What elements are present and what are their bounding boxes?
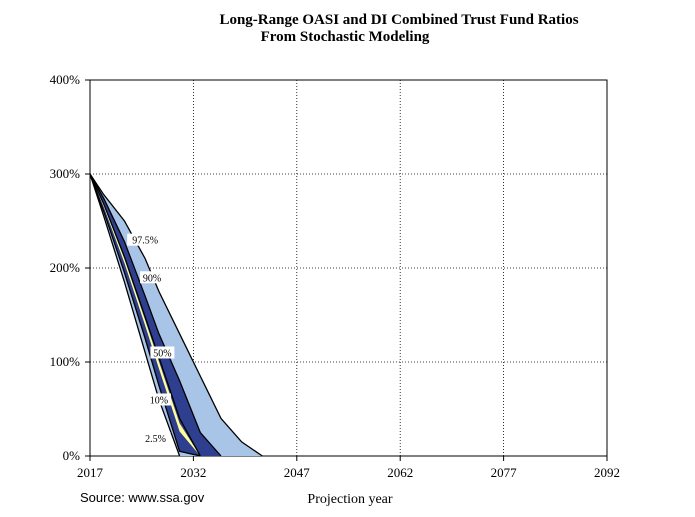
x-tick-label: 2017 (77, 465, 104, 480)
y-tick-label: 400% (50, 72, 81, 87)
source-note: Source: www.ssa.gov (80, 490, 205, 505)
x-tick-label: 2047 (284, 465, 311, 480)
band-50-90 (90, 174, 221, 456)
series-line-97.5% (89, 173, 263, 457)
x-tick-label: 2092 (594, 465, 620, 480)
x-tick-label: 2062 (387, 465, 413, 480)
y-tick-label: 300% (50, 166, 81, 181)
series-line-50% (89, 173, 201, 457)
y-tick-label: 0% (63, 448, 81, 463)
y-tick-label: 200% (50, 260, 81, 275)
percentile-label: 10% (150, 395, 168, 406)
chart-subtitle: From Stochastic Modeling (261, 29, 430, 45)
series-line-90% (89, 173, 222, 457)
series-line-10% (89, 173, 201, 457)
plot-area: 0% 100% 200% 300% 400% 2017 2032 2047 2062 2077 20… (50, 72, 620, 480)
band-10-50 (90, 174, 201, 456)
percentile-label-bg (140, 271, 165, 284)
y-tick-label: 100% (50, 354, 81, 369)
percentile-label: 97.5% (132, 236, 158, 247)
percentile-label: 2.5% (145, 434, 166, 445)
chart-title: Long-Range OASI and DI Combined Trust Fu… (219, 12, 578, 28)
series-line-2.5% (89, 173, 181, 457)
percentile-label-bg (146, 393, 171, 406)
percentile-label: 90% (143, 273, 161, 284)
percentile-label: 50% (153, 348, 171, 359)
percentile-label-bg (150, 346, 175, 359)
x-tick-label: 2032 (180, 465, 206, 480)
percentile-label-bg (140, 432, 171, 445)
percentile-label-bg (127, 233, 164, 246)
x-tick-label: 2077 (491, 465, 518, 480)
x-axis-label: Projection year (307, 492, 392, 507)
